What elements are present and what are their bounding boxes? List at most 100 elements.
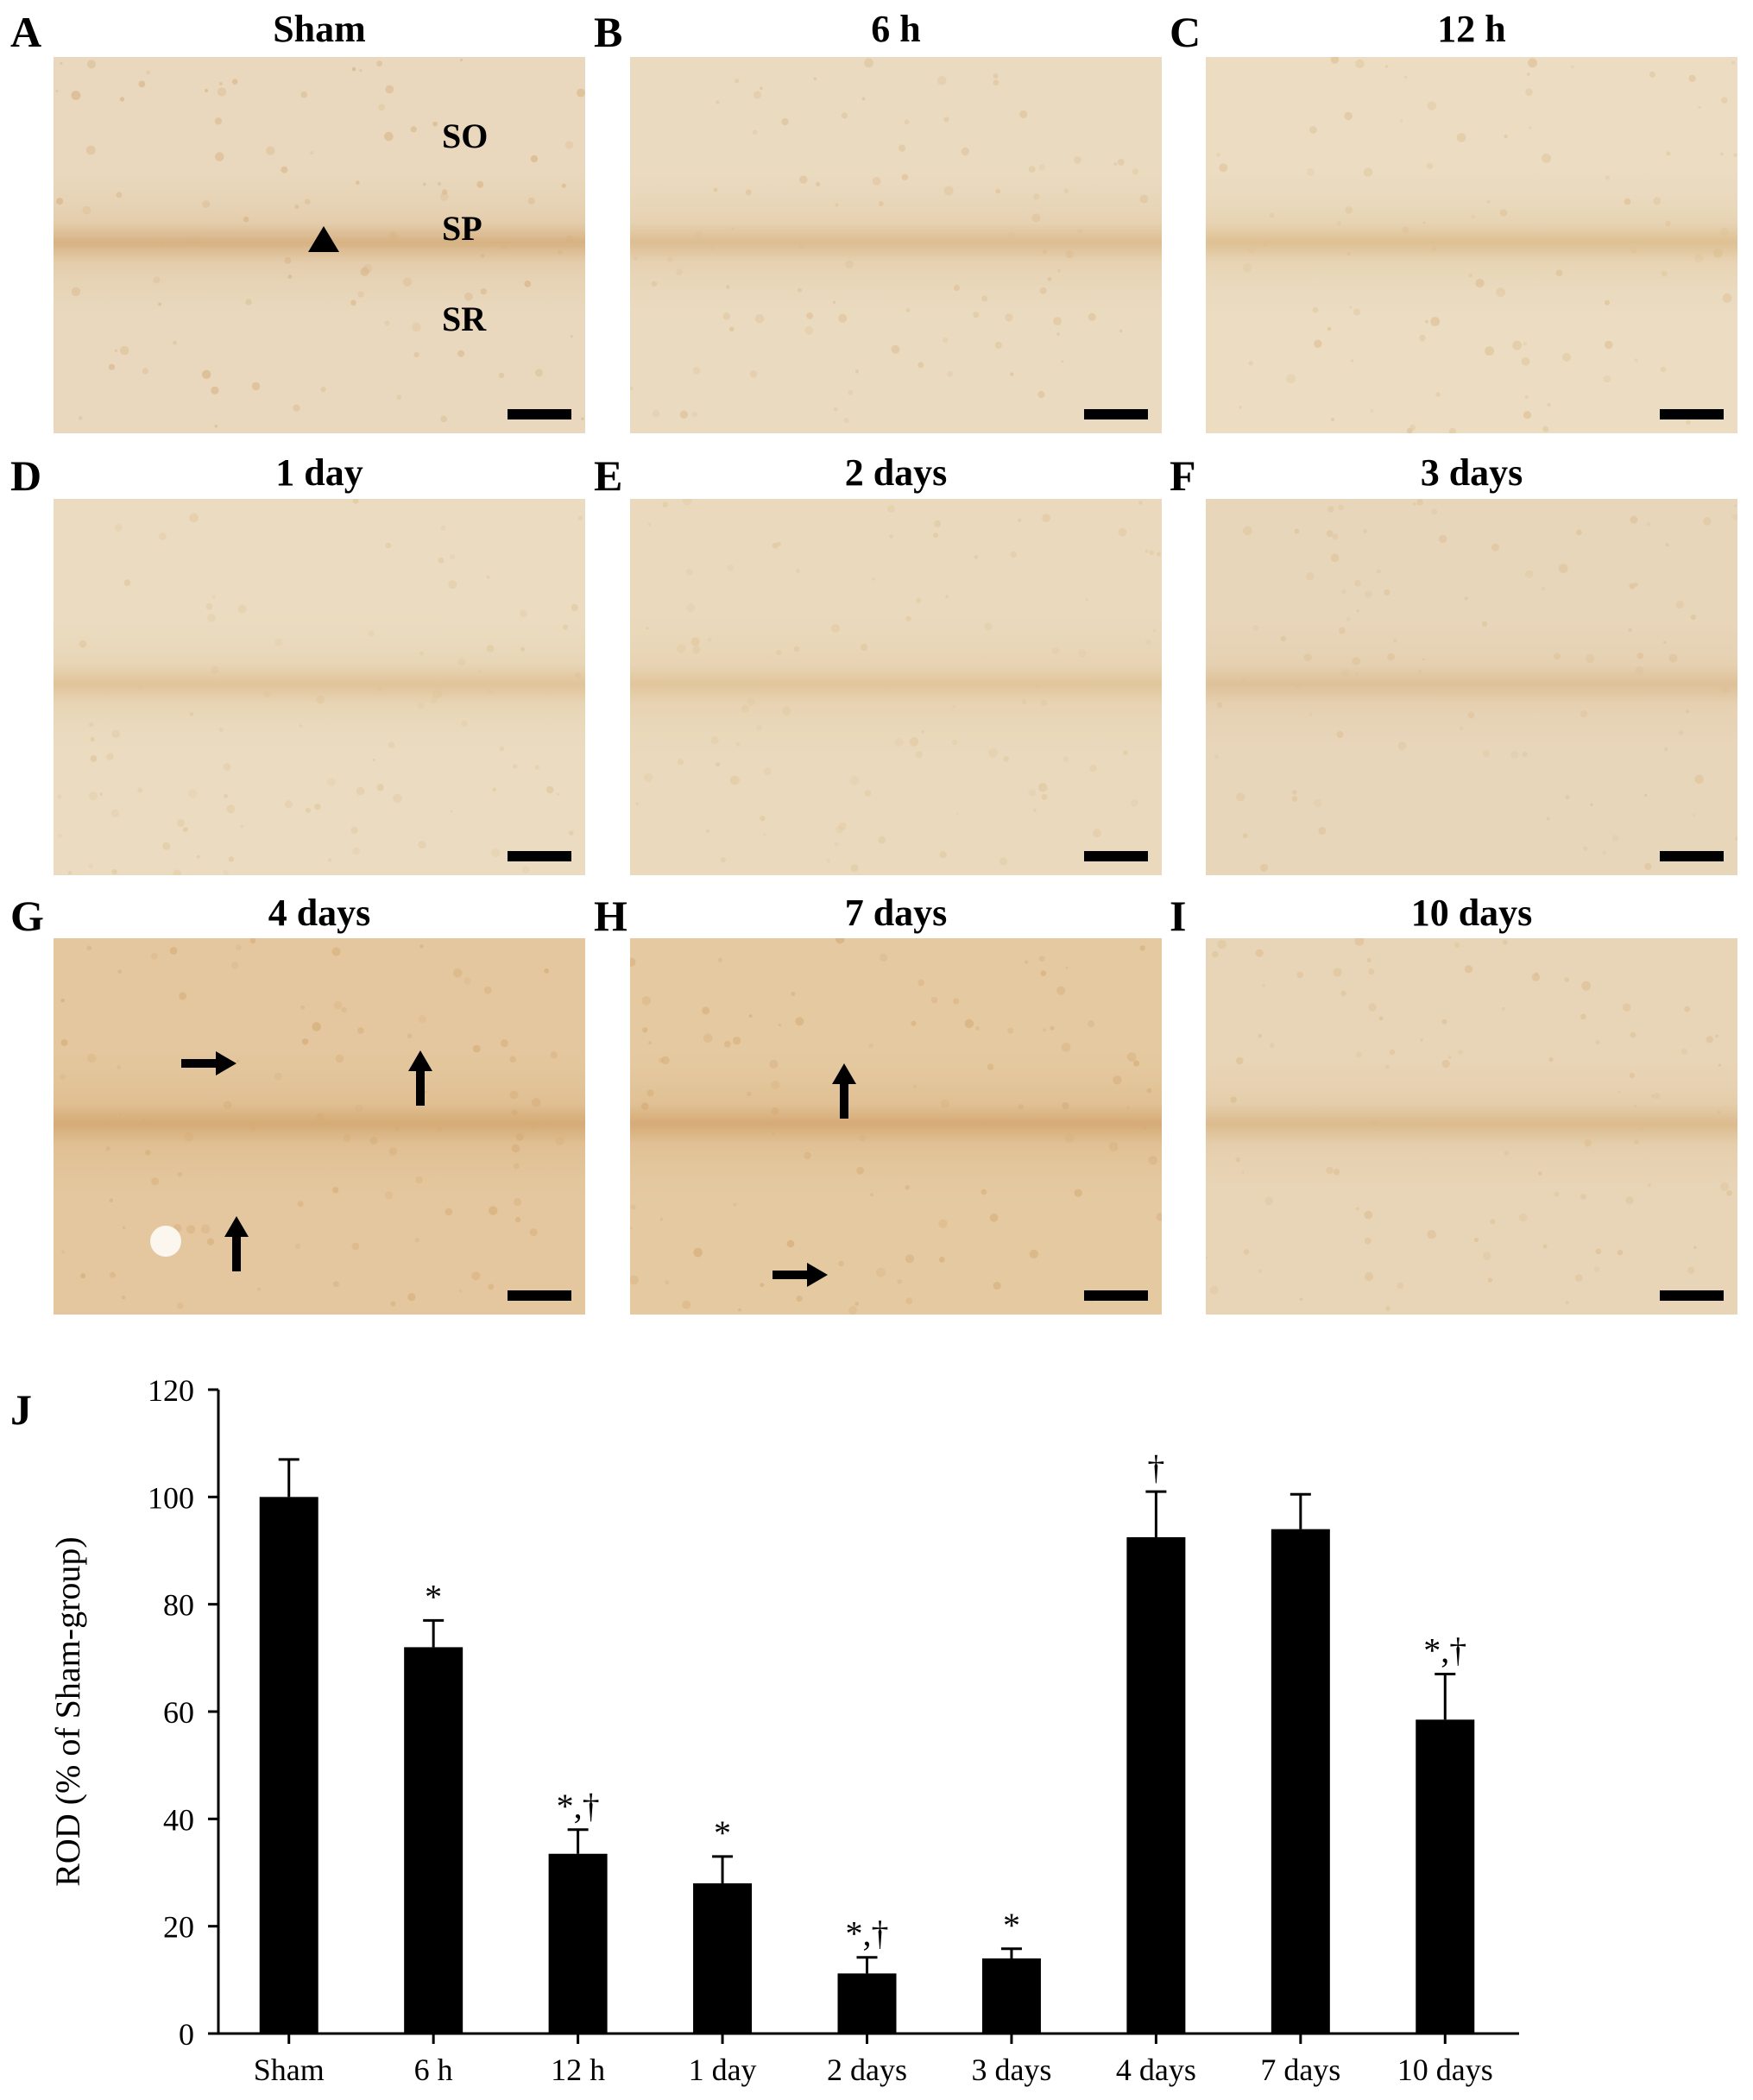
cell-speck <box>1018 1104 1024 1110</box>
cell-speck <box>1042 514 1051 522</box>
cell-speck <box>389 231 398 240</box>
panel-letter-d: D <box>10 451 42 500</box>
cell-speck <box>223 869 229 875</box>
cell-speck <box>1558 564 1568 573</box>
cell-speck <box>1688 74 1696 82</box>
cell-speck <box>707 637 712 642</box>
cell-speck <box>1333 968 1342 977</box>
x-tick-label: 7 days <box>1260 2053 1340 2087</box>
cell-speck <box>1435 392 1441 397</box>
panel-title: 7 days <box>844 892 948 934</box>
cell-speck <box>747 697 755 706</box>
cell-speck <box>304 199 311 205</box>
panel-letter-f: F <box>1170 451 1196 500</box>
cell-speck <box>1051 646 1060 655</box>
scale-bar <box>508 851 571 861</box>
cell-speck <box>984 622 993 631</box>
cell-speck <box>905 1254 914 1264</box>
cell-speck <box>1471 214 1476 219</box>
cell-speck <box>981 1189 987 1195</box>
cell-speck <box>471 1271 481 1281</box>
cell-speck <box>1003 756 1009 762</box>
cell-speck <box>1042 249 1048 255</box>
cell-speck <box>1590 803 1593 806</box>
cell-speck <box>1206 1256 1208 1260</box>
cell-speck <box>1731 60 1736 65</box>
cell-speck <box>735 742 740 747</box>
cell-speck <box>1355 59 1365 68</box>
cell-speck <box>943 186 954 196</box>
cell-speck <box>153 276 161 284</box>
cell-speck <box>316 695 325 704</box>
cell-speck <box>1456 133 1466 142</box>
cell-speck <box>1448 427 1456 433</box>
cell-speck <box>1259 863 1269 872</box>
cell-speck <box>1475 278 1485 288</box>
cell-speck <box>1690 615 1696 621</box>
cell-speck <box>1269 212 1275 218</box>
panel-letter-g: G <box>10 892 44 940</box>
cell-speck <box>722 312 730 320</box>
cell-speck <box>293 404 300 412</box>
panel-letter-a: A <box>10 8 42 56</box>
cell-speck <box>1565 1301 1569 1305</box>
cell-speck <box>1648 1183 1651 1188</box>
cell-speck <box>284 257 292 264</box>
cell-speck <box>205 88 209 93</box>
y-tick-label: 0 <box>179 2017 194 2052</box>
cell-speck <box>642 1027 648 1033</box>
cell-speck <box>441 189 448 195</box>
cell-speck <box>1314 798 1322 808</box>
cell-speck <box>384 320 390 326</box>
cell-speck <box>652 410 660 418</box>
cell-speck <box>1664 747 1668 752</box>
cell-speck <box>953 284 961 292</box>
cell-speck <box>1412 501 1416 506</box>
cell-speck <box>1459 726 1464 731</box>
y-tick-label: 120 <box>148 1373 194 1408</box>
cell-speck <box>932 533 939 539</box>
cell-speck <box>912 1084 917 1088</box>
cell-speck <box>1663 640 1667 644</box>
cell-speck <box>905 308 911 312</box>
cell-speck <box>1393 638 1397 643</box>
cell-speck <box>1431 508 1438 515</box>
cell-speck <box>1675 600 1684 609</box>
cell-speck <box>1504 1151 1509 1156</box>
cell-speck <box>106 753 114 760</box>
cell-speck <box>1644 862 1652 871</box>
cell-speck <box>1687 1266 1695 1274</box>
significance-marker: * <box>1003 1906 1020 1945</box>
cell-speck <box>646 1089 654 1097</box>
cell-speck <box>1706 1036 1713 1044</box>
cell-speck <box>1518 1213 1528 1222</box>
cell-speck <box>114 349 118 352</box>
cell-speck <box>735 78 740 84</box>
cell-speck <box>1148 1156 1158 1165</box>
bar <box>837 1973 897 2034</box>
cell-speck <box>1387 653 1395 661</box>
cell-speck <box>368 630 375 637</box>
cell-speck <box>1441 1059 1450 1069</box>
cell-speck <box>146 70 150 75</box>
cell-speck <box>729 775 740 785</box>
cell-speck <box>521 866 530 874</box>
cell-speck <box>200 1224 211 1234</box>
cell-speck <box>513 1197 522 1207</box>
cell-speck <box>1352 657 1360 665</box>
cell-speck <box>1366 958 1372 962</box>
cell-speck <box>464 292 473 301</box>
cell-speck <box>752 129 758 135</box>
cell-speck <box>1603 375 1611 383</box>
cell-speck <box>109 1198 114 1203</box>
cell-speck <box>993 73 999 79</box>
cell-speck <box>570 335 573 338</box>
cell-speck <box>964 1018 974 1029</box>
cell-speck <box>1586 654 1595 664</box>
cell-speck <box>921 730 924 734</box>
cell-speck <box>218 82 223 85</box>
cell-speck <box>749 370 758 378</box>
cell-speck <box>407 1033 413 1038</box>
cell-speck <box>1385 1306 1390 1311</box>
cell-speck <box>110 1271 116 1278</box>
